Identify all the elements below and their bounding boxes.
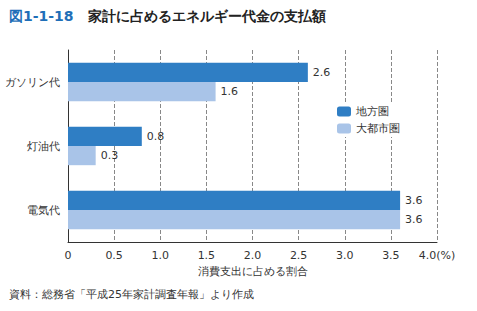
svg-text:2.6: 2.6 <box>313 66 331 79</box>
svg-text:3.0: 3.0 <box>336 249 354 262</box>
svg-text:家計に占めるエネルギー代金の支払額: 家計に占めるエネルギー代金の支払額 <box>74 8 326 24</box>
svg-text:0.5: 0.5 <box>105 249 123 262</box>
svg-text:地方圏: 地方圏 <box>355 105 389 118</box>
svg-text:0.3: 0.3 <box>101 149 119 162</box>
svg-text:灯油代: 灯油代 <box>27 140 60 153</box>
svg-text:4.0(%): 4.0(%) <box>419 249 456 262</box>
svg-text:ガソリン代: ガソリン代 <box>5 76 60 89</box>
svg-text:1.5: 1.5 <box>198 249 216 262</box>
svg-text:1.0: 1.0 <box>152 249 170 262</box>
svg-text:2.5: 2.5 <box>290 249 308 262</box>
svg-text:3.5: 3.5 <box>382 249 400 262</box>
svg-text:図1-1-18: 図1-1-18 <box>9 8 74 24</box>
svg-text:3.6: 3.6 <box>405 213 423 226</box>
svg-text:0.8: 0.8 <box>147 130 165 143</box>
svg-text:1.6: 1.6 <box>221 85 239 98</box>
svg-text:資料：総務省「平成25年家計調査年報」より作成: 資料：総務省「平成25年家計調査年報」より作成 <box>9 288 254 301</box>
svg-text:2.0: 2.0 <box>244 249 262 262</box>
svg-text:0: 0 <box>65 249 72 262</box>
svg-text:消費支出に占める割合: 消費支出に占める割合 <box>198 265 308 278</box>
svg-text:3.6: 3.6 <box>405 194 423 207</box>
svg-text:電気代: 電気代 <box>27 204 60 217</box>
svg-text:大都市圏: 大都市圏 <box>356 122 400 135</box>
